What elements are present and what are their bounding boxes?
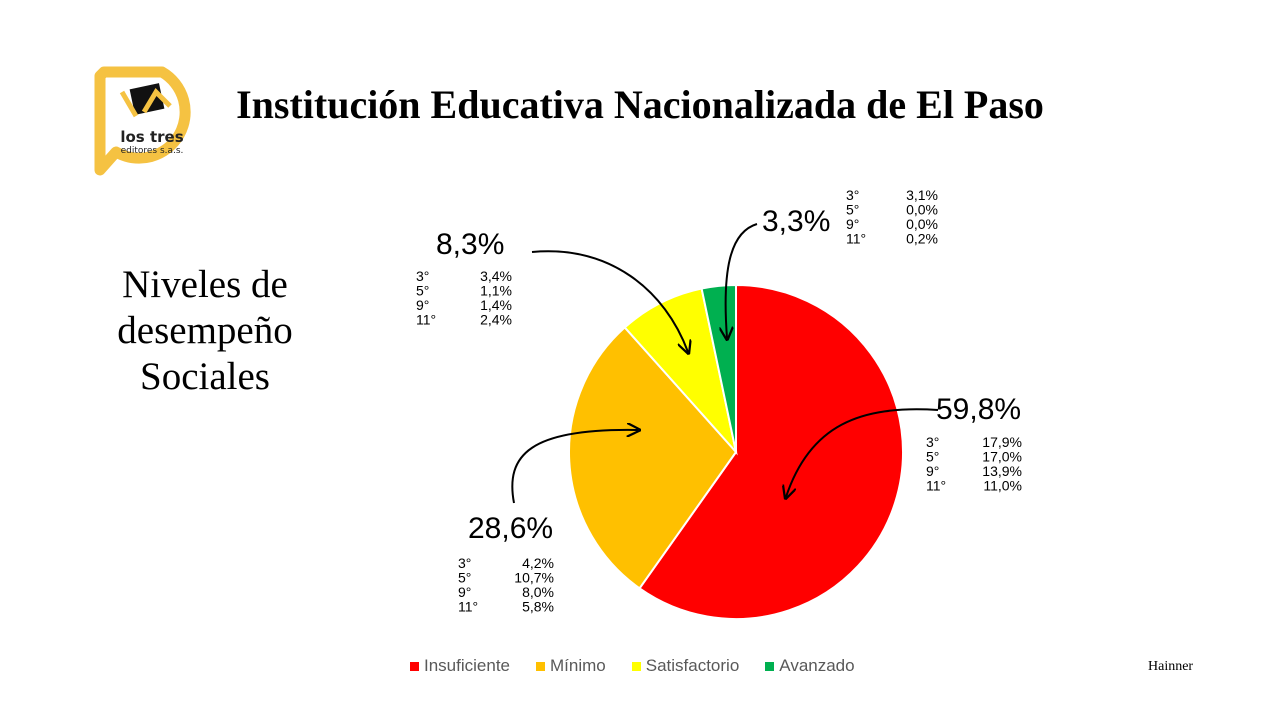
grade-label: 5° <box>416 283 429 299</box>
data-label: 8,3% <box>436 228 504 261</box>
grade-label: 11° <box>926 478 946 494</box>
grade-label: 3° <box>926 434 939 450</box>
legend-swatch <box>765 661 775 671</box>
grade-label: 3° <box>846 187 859 203</box>
grade-value: 13,9% <box>982 463 1022 479</box>
logo-text: los tres <box>120 128 184 146</box>
legend-item: Mínimo <box>536 656 606 676</box>
subtitle-line: Sociales <box>140 355 270 398</box>
grade-label: 3° <box>458 555 471 571</box>
grade-value: 0,2% <box>906 231 938 247</box>
callout-arrow <box>786 408 939 497</box>
callout-annotations: 59,8% 3° 17,9% 5° 17,0% 9° 13,9% 11° 11,0% 28,6% 3… <box>416 187 1022 615</box>
grade-value: 1,1% <box>480 283 512 299</box>
chart-subtitle: Niveles de desempeño Sociales <box>90 262 320 400</box>
pie-slice-mnimo <box>568 326 738 590</box>
grade-value: 2,4% <box>480 312 512 328</box>
callout-arrow <box>531 250 688 352</box>
pie-slice-insuficiente <box>638 283 904 620</box>
callout-arrow <box>726 223 758 338</box>
grade-value: 0,0% <box>906 216 938 232</box>
grade-value: 1,4% <box>480 297 512 313</box>
pie-slices <box>568 283 904 620</box>
grade-label: 9° <box>846 216 859 232</box>
grade-label: 9° <box>416 297 429 313</box>
data-label: 28,6% <box>468 512 553 545</box>
footer-author: Hainner <box>1148 659 1194 674</box>
data-label: 3,3% <box>762 205 830 238</box>
grade-label: 5° <box>458 570 471 586</box>
legend-item: Insuficiente <box>410 656 510 676</box>
grade-label: 5° <box>846 202 859 218</box>
subtitle-line: desempeño <box>117 309 293 352</box>
grade-value: 17,0% <box>982 449 1022 465</box>
data-label: 59,8% <box>936 393 1021 426</box>
logo-figure-icon <box>119 87 172 118</box>
subtitle-line: Niveles de <box>122 263 288 306</box>
logo <box>94 66 191 176</box>
grade-label: 11° <box>846 231 866 247</box>
grade-label: 9° <box>458 584 471 600</box>
callout-arrow <box>511 430 638 504</box>
page-title: Institución Educativa Nacionalizada de E… <box>236 82 1044 127</box>
grade-value: 11,0% <box>983 478 1022 494</box>
chart-legend: Insuficiente Mínimo Satisfactorio Avanzado <box>410 655 881 677</box>
legend-label: Insuficiente <box>424 656 510 675</box>
legend-label: Mínimo <box>550 656 606 675</box>
legend-swatch <box>631 661 641 671</box>
grade-label: 9° <box>926 463 939 479</box>
legend-swatch <box>536 661 545 671</box>
grade-label: 11° <box>458 599 478 615</box>
callout-arrows <box>511 223 939 504</box>
grade-label: 11° <box>416 312 436 328</box>
grade-value: 4,2% <box>522 555 554 571</box>
logo-subtext: editores s.a.s. <box>120 146 184 156</box>
grade-value: 8,0% <box>522 584 554 600</box>
grade-value: 5,8% <box>522 599 554 615</box>
grade-value: 10,7% <box>514 570 554 586</box>
logo-frame-icon <box>94 66 191 176</box>
grade-label: 3° <box>416 268 429 284</box>
legend-item: Avanzado <box>765 656 855 676</box>
legend-label: Satisfactorio <box>645 656 740 675</box>
grade-value: 0,0% <box>906 202 938 218</box>
legend-label: Avanzado <box>779 656 855 675</box>
legend-item: Satisfactorio <box>631 656 740 676</box>
grade-label: 5° <box>926 449 939 465</box>
legend-swatch <box>410 661 419 671</box>
grade-value: 17,9% <box>982 434 1022 450</box>
grade-value: 3,1% <box>906 187 938 203</box>
grade-value: 3,4% <box>480 268 512 284</box>
